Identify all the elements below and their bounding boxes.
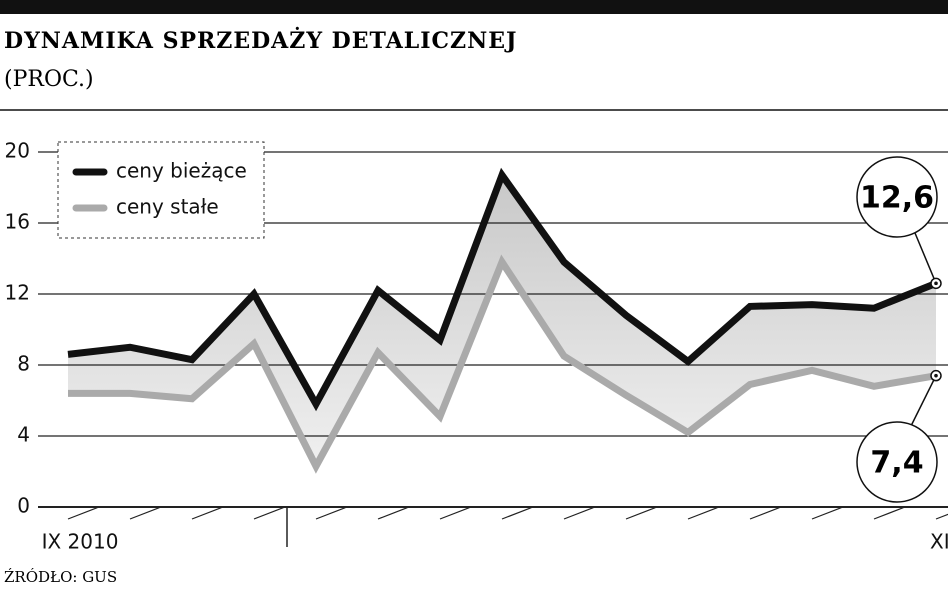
x-tick <box>749 506 782 520</box>
band-fill <box>68 175 936 467</box>
x-tick <box>191 506 224 520</box>
legend-box <box>57 141 265 239</box>
x-tick <box>129 506 162 520</box>
value-label: 12,6 <box>860 181 934 216</box>
y-tick-label: 0 <box>17 494 30 518</box>
series-line <box>67 167 938 412</box>
legend-label: ceny stałe <box>116 195 219 219</box>
x-tick-label: XI 2011 <box>930 530 948 554</box>
y-tick-label: 16 <box>5 210 30 234</box>
series-line <box>68 254 937 474</box>
x-tick <box>687 506 720 520</box>
point-dot <box>934 281 938 286</box>
x-tick <box>625 506 658 520</box>
value-label: 7,4 <box>870 446 923 481</box>
x-tick <box>935 513 948 520</box>
x-tick <box>811 506 844 520</box>
legend-label: ceny bieżące <box>116 159 247 183</box>
x-tick-label: IX 2010 <box>42 530 119 554</box>
callout-circle <box>856 156 938 238</box>
x-tick <box>873 506 906 520</box>
y-tick-label: 4 <box>17 423 30 447</box>
callout-circle <box>856 421 938 503</box>
y-tick-label: 20 <box>5 139 30 163</box>
callout-line <box>910 375 937 427</box>
y-tick-label: 8 <box>17 352 30 376</box>
x-tick <box>439 506 472 520</box>
callout-line <box>914 232 937 284</box>
x-tick <box>501 506 534 520</box>
x-tick <box>563 506 596 520</box>
x-tick <box>315 506 348 520</box>
x-tick <box>67 506 100 520</box>
x-tick <box>253 506 286 520</box>
x-tick <box>377 506 410 520</box>
legend <box>57 141 265 239</box>
point-dot <box>934 373 938 378</box>
chart-subtitle: (PROC.) <box>4 67 94 92</box>
chart-title: DYNAMIKA SPRZEDAŻY DETALICZNEJ <box>4 26 517 54</box>
source: ŹRÓDŁO: GUS <box>4 568 117 586</box>
y-tick-label: 12 <box>5 281 30 305</box>
top-bar <box>0 0 948 14</box>
